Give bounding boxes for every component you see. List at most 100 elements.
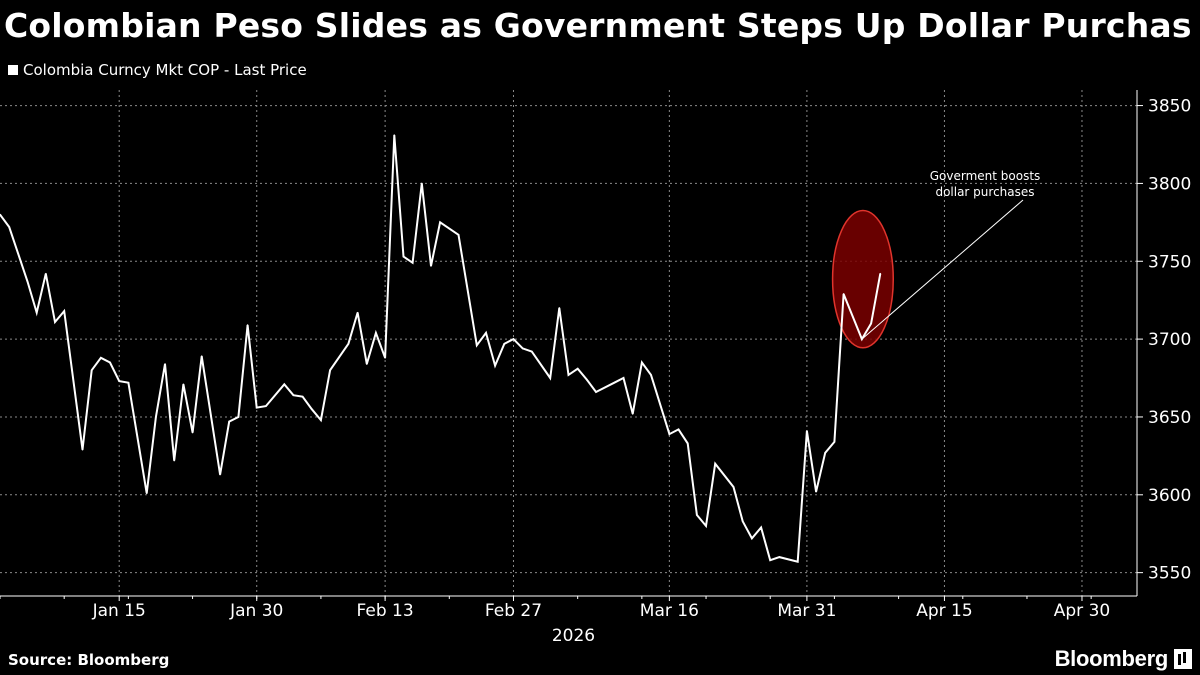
data-point — [586, 378, 588, 381]
data-point — [448, 227, 451, 230]
data-point — [255, 406, 258, 409]
data-point — [732, 486, 735, 488]
y-tick-label: 3850 — [1148, 97, 1191, 117]
data-point — [246, 324, 249, 326]
data-point — [567, 374, 570, 376]
data-point — [796, 560, 799, 563]
data-point — [622, 377, 625, 379]
y-tick-label: 3650 — [1148, 408, 1191, 428]
data-point — [558, 307, 561, 309]
x-tick-label: Feb 27 — [485, 601, 542, 621]
data-point — [613, 381, 616, 384]
x-tick-label: Apr 30 — [1054, 601, 1110, 621]
data-point — [0, 213, 1, 216]
data-point — [870, 322, 872, 325]
brand-logo-icon — [1174, 649, 1192, 669]
data-point — [714, 462, 717, 465]
data-point — [476, 344, 478, 347]
data-point — [439, 221, 441, 224]
data-point — [191, 431, 194, 434]
x-axis-year-label: 2026 — [552, 626, 595, 646]
data-point — [824, 451, 827, 454]
data-point — [310, 408, 313, 410]
data-point — [35, 311, 38, 314]
y-tick-label: 3800 — [1148, 174, 1191, 194]
data-point — [8, 226, 10, 228]
data-point — [228, 420, 231, 423]
data-point — [283, 383, 286, 386]
data-point — [815, 490, 817, 493]
data-point — [531, 350, 533, 353]
data-point — [833, 441, 836, 443]
data-point — [485, 332, 487, 334]
data-point — [631, 413, 634, 415]
data-point — [521, 347, 524, 350]
data-point — [641, 361, 643, 364]
data-point — [595, 391, 597, 393]
data-point — [155, 416, 157, 418]
series-layer — [0, 134, 882, 563]
data-point — [237, 416, 240, 418]
data-point — [686, 442, 689, 445]
data-point — [127, 381, 130, 384]
data-point — [402, 255, 405, 258]
legend-swatch — [8, 65, 18, 75]
data-point — [301, 395, 304, 398]
x-tick-label: Mar 31 — [777, 601, 836, 621]
annotation-highlight — [831, 209, 895, 349]
annotation-text: dollar purchases — [935, 185, 1034, 199]
legend: Colombia Curncy Mkt COP - Last Price — [8, 60, 307, 80]
data-point — [741, 520, 744, 523]
data-point — [365, 363, 368, 365]
x-tick-label: Mar 16 — [640, 601, 699, 621]
x-tick-label: Apr 15 — [916, 601, 972, 621]
data-point — [100, 356, 102, 359]
data-point — [420, 182, 423, 185]
x-tick-label: Jan 15 — [92, 601, 146, 621]
data-point — [26, 280, 29, 283]
data-point — [173, 459, 176, 462]
data-point — [650, 374, 652, 376]
series-line — [0, 135, 882, 563]
data-point — [219, 473, 221, 476]
data-point — [778, 556, 781, 558]
y-tick-label: 3600 — [1148, 486, 1191, 506]
data-point — [503, 342, 506, 345]
x-tick-label: Jan 30 — [229, 601, 283, 621]
brand-logo-text: Bloomberg — [1054, 646, 1169, 671]
data-point — [861, 338, 863, 340]
data-point — [549, 377, 551, 379]
data-point — [512, 338, 515, 340]
annotation-arrow — [861, 199, 1024, 340]
data-point — [329, 369, 331, 372]
data-point — [411, 262, 414, 264]
data-point — [494, 364, 496, 367]
data-point — [145, 492, 148, 495]
source-note: Source: Bloomberg — [8, 651, 170, 669]
y-tick-label: 3550 — [1148, 564, 1191, 584]
data-point — [63, 310, 65, 312]
data-point — [164, 363, 166, 365]
grid-layer — [0, 90, 1137, 596]
data-point — [677, 428, 680, 431]
annotation-layer: Goverment boosts dollar purchases — [831, 169, 1041, 349]
data-point — [384, 356, 386, 359]
data-point — [320, 419, 322, 421]
data-point — [200, 355, 203, 358]
data-point — [842, 293, 845, 295]
data-point — [45, 272, 47, 275]
data-point — [751, 537, 753, 540]
data-point — [668, 433, 671, 435]
annotation-text: Goverment boosts — [930, 169, 1041, 183]
y-tick-label: 3750 — [1148, 252, 1191, 272]
data-point — [356, 311, 359, 314]
data-point — [109, 361, 111, 364]
data-point — [705, 525, 707, 527]
data-point — [760, 526, 762, 529]
data-point — [81, 448, 84, 451]
data-point — [347, 342, 350, 345]
x-tick-label: Feb 13 — [357, 601, 414, 621]
data-point — [457, 233, 460, 236]
data-point — [292, 394, 295, 396]
